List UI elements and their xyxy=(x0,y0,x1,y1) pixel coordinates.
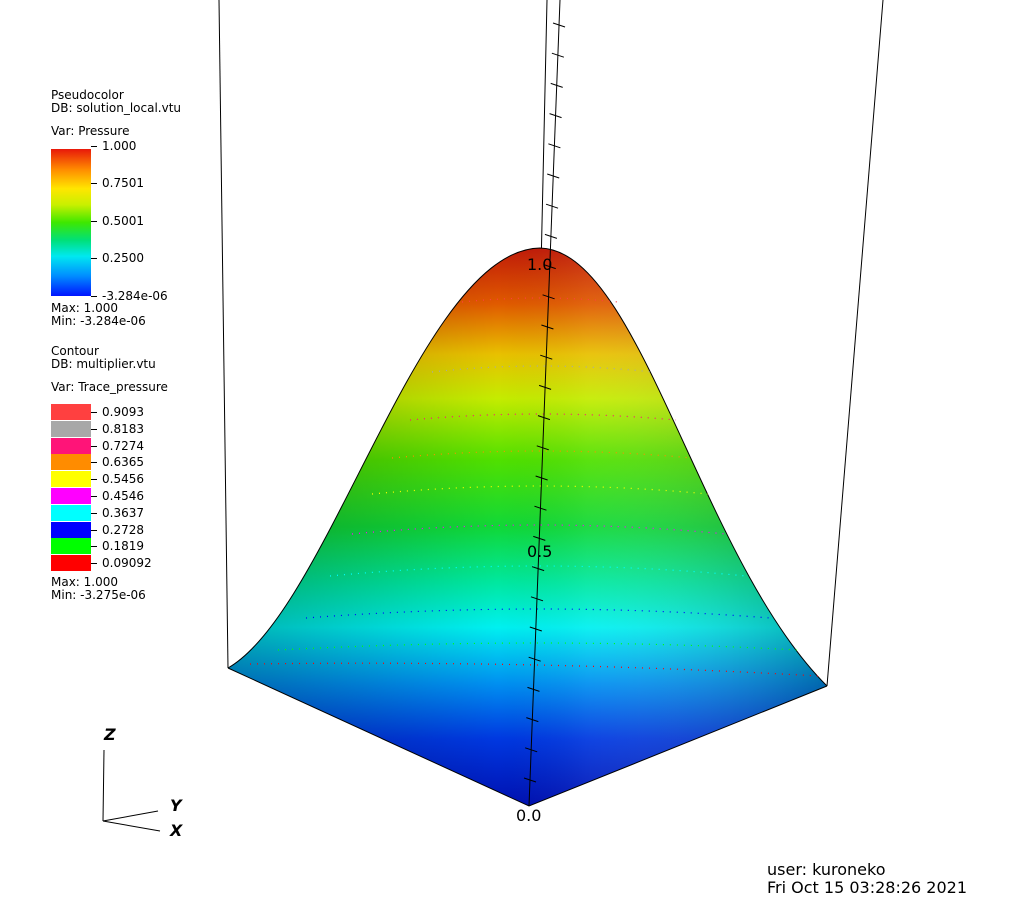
contour-legend: Contour DB: multiplier.vtu Var: Trace_pr… xyxy=(51,345,168,394)
axis-tick xyxy=(523,777,537,783)
colorbar-tick: 0.2500 xyxy=(91,252,144,264)
axis-tick xyxy=(534,505,547,511)
contour-swatch xyxy=(51,471,91,488)
axis-tick xyxy=(527,686,540,692)
axis-tick xyxy=(537,415,551,421)
axis-tick xyxy=(545,203,559,209)
contour-level-row: 0.1819 xyxy=(51,538,251,555)
axis-tick xyxy=(533,535,546,541)
triad-x-label: X xyxy=(170,821,183,840)
user-name: user: kuroneko xyxy=(767,860,886,879)
axis-tick xyxy=(549,113,562,119)
contour-swatch xyxy=(51,437,91,454)
contour-range: Max: 1.000 Min: -3.275e-06 xyxy=(51,576,146,602)
colorbar-tick: -3.284e-06 xyxy=(91,290,168,302)
colorbar-tick: 0.5001 xyxy=(91,215,144,227)
contour-level-row: 0.2728 xyxy=(51,521,251,538)
pseudocolor-var: Var: Pressure xyxy=(51,124,130,138)
contour-level-label: 0.4546 xyxy=(91,490,144,502)
axis-tick xyxy=(544,233,558,239)
contour-level-label: 0.3637 xyxy=(91,507,144,519)
triad-y-label: Y xyxy=(170,796,182,815)
pressure-colorbar xyxy=(51,149,91,296)
contour-max: Max: 1.000 xyxy=(51,575,119,589)
axis-tick xyxy=(525,747,538,753)
contour-level-label: 0.5456 xyxy=(91,473,144,485)
axis-triad xyxy=(102,749,161,832)
contour-swatch xyxy=(51,555,91,572)
z-axis xyxy=(523,0,566,807)
contour-title: Contour xyxy=(51,344,99,358)
contour-level-row: 0.8183 xyxy=(51,420,251,437)
contour-level-row: 0.4546 xyxy=(51,488,251,504)
pseudocolor-title: Pseudocolor xyxy=(51,88,124,102)
contour-swatch xyxy=(51,521,91,538)
axis-tick xyxy=(551,52,565,58)
contour-level-label: 0.09092 xyxy=(91,557,152,569)
contour-swatch xyxy=(51,404,91,420)
contour-swatch xyxy=(51,538,91,555)
pseudocolor-range: Max: 1.000 Min: -3.284e-06 xyxy=(51,302,146,328)
axis-tick xyxy=(547,173,560,179)
contour-level-label: 0.2728 xyxy=(91,524,144,536)
axis-tick xyxy=(541,324,554,330)
colorbar-tick: 1.000 xyxy=(91,140,136,152)
axis-tick xyxy=(531,566,545,572)
axis-tick xyxy=(529,626,542,632)
contour-var: Var: Trace_pressure xyxy=(51,380,168,394)
colorbar-tick: 0.7501 xyxy=(91,177,144,189)
contour-level-row: 0.7274 xyxy=(51,437,251,454)
axis-tick xyxy=(543,264,556,270)
axis-tick xyxy=(542,294,555,300)
axis-label-top: 1.0 xyxy=(527,255,552,274)
contour-level-row: 0.6365 xyxy=(51,454,251,471)
contour-level-label: 0.8183 xyxy=(91,423,144,435)
axis-tick xyxy=(548,143,561,149)
contour-lines xyxy=(249,297,819,677)
axis-label-bottom: 0.0 xyxy=(516,806,541,825)
axis-tick xyxy=(536,445,549,451)
pressure-surface xyxy=(227,247,828,807)
contour-swatch xyxy=(51,420,91,437)
axis-tick xyxy=(552,22,566,28)
contour-min: Min: -3.275e-06 xyxy=(51,588,146,602)
contour-level-row: 0.3637 xyxy=(51,504,251,521)
axis-tick xyxy=(540,354,553,360)
pseudocolor-legend: Pseudocolor DB: solution_local.vtu Var: … xyxy=(51,89,181,138)
contour-level-label: 0.6365 xyxy=(91,456,144,468)
pseudocolor-min: Min: -3.284e-06 xyxy=(51,314,146,328)
contour-level-row: 0.5456 xyxy=(51,471,251,488)
axis-tick xyxy=(550,82,563,88)
render-timestamp: Fri Oct 15 03:28:26 2021 xyxy=(767,878,968,897)
axis-tick xyxy=(528,656,541,662)
user-info: user: kuroneko Fri Oct 15 03:28:26 2021 xyxy=(767,861,967,897)
axis-tick xyxy=(535,475,548,481)
triad-z-label: Z xyxy=(104,725,116,744)
contour-swatch xyxy=(51,488,91,504)
pseudocolor-max: Max: 1.000 xyxy=(51,301,119,315)
contour-level-row: 0.09092 xyxy=(51,555,251,572)
contour-swatch xyxy=(51,504,91,521)
contour-swatch xyxy=(51,454,91,471)
contour-level-label: 0.7274 xyxy=(91,440,144,452)
axis-tick xyxy=(530,596,544,602)
contour-db: DB: multiplier.vtu xyxy=(51,357,156,371)
contour-level-row: 0.9093 xyxy=(51,404,251,420)
axis-label-mid: 0.5 xyxy=(527,542,552,561)
contour-level-label: 0.9093 xyxy=(91,406,144,418)
pseudocolor-db: DB: solution_local.vtu xyxy=(51,101,182,115)
axis-tick xyxy=(526,717,539,723)
contour-level-label: 0.1819 xyxy=(91,540,144,552)
axis-tick xyxy=(538,384,552,390)
